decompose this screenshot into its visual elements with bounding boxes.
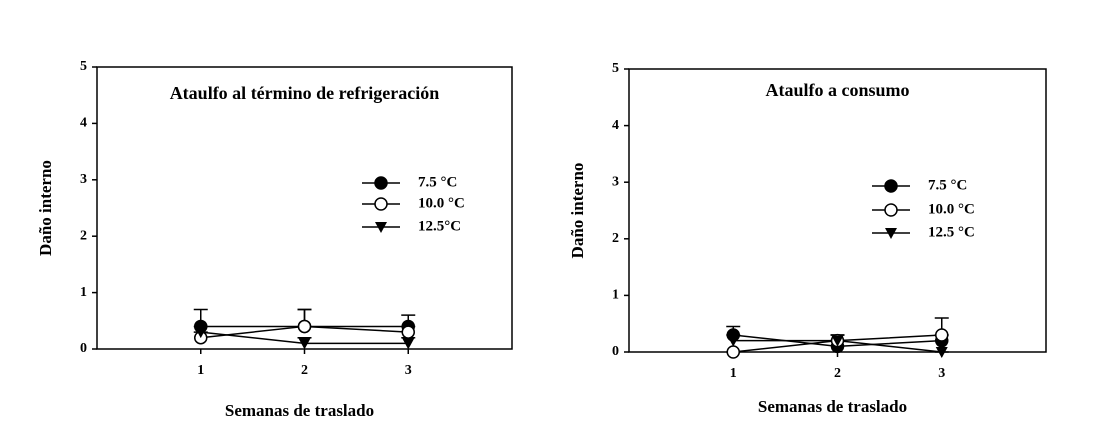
y-tick-label: 5 — [612, 61, 619, 76]
y-tick-label: 3 — [612, 174, 619, 189]
data-point — [402, 338, 415, 350]
plot-frame — [628, 68, 1047, 353]
legend-marker — [375, 222, 387, 233]
data-point — [297, 319, 312, 334]
x-tick-label: 2 — [834, 366, 841, 381]
data-point — [194, 327, 207, 339]
legend-label: 7.5 °C — [928, 177, 967, 193]
y-tick-label: 4 — [612, 118, 619, 133]
legend-marker — [374, 197, 388, 211]
data-point — [727, 335, 740, 347]
data-point — [935, 347, 948, 358]
x-tick-label: 1 — [730, 366, 737, 381]
y-tick-label: 1 — [80, 285, 87, 300]
y-tick-label: 0 — [80, 341, 87, 356]
data-point — [298, 338, 311, 350]
x-tick-label: 1 — [197, 363, 204, 378]
legend-label: 10.0 °C — [418, 195, 465, 211]
data-point — [726, 345, 740, 359]
data-point — [831, 335, 844, 347]
y-tick-label: 1 — [612, 288, 619, 303]
legend-label: 12.5°C — [418, 218, 461, 234]
legend-marker — [884, 203, 898, 217]
y-tick-label: 0 — [612, 344, 619, 359]
chart-title: Ataulfo al término de refrigeración — [170, 83, 440, 103]
y-tick-label: 2 — [612, 231, 619, 246]
data-point — [935, 328, 949, 342]
y-axis-label: Daño interno — [36, 160, 55, 256]
legend-label: 12.5 °C — [928, 224, 975, 240]
legend-marker — [884, 179, 898, 193]
y-tick-label: 2 — [80, 228, 87, 243]
legend-marker — [885, 228, 897, 239]
legend-label: 10.0 °C — [928, 201, 975, 217]
y-axis-label: Daño interno — [568, 163, 587, 259]
y-tick-label: 5 — [80, 59, 87, 74]
x-tick-label: 3 — [405, 363, 412, 378]
x-tick-label: 2 — [301, 363, 308, 378]
y-tick-label: 4 — [80, 116, 87, 131]
y-tick-label: 3 — [80, 172, 87, 187]
x-axis-label: Semanas de traslado — [758, 397, 907, 416]
data-point — [401, 325, 415, 339]
legend-marker — [374, 176, 388, 190]
legend-label: 7.5 °C — [418, 174, 457, 190]
chart-title: Ataulfo a consumo — [765, 80, 909, 100]
x-axis-label: Semanas de traslado — [225, 401, 374, 420]
x-tick-label: 3 — [938, 366, 945, 381]
